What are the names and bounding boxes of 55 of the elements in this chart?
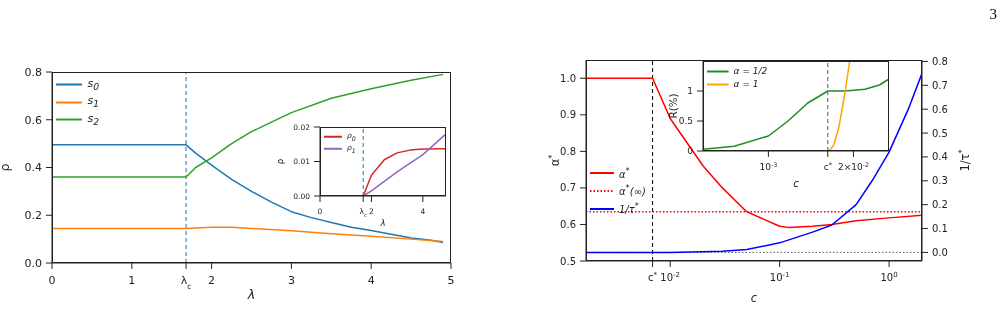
- x-tick-label: 10$^{-2}$: [660, 271, 681, 283]
- x-tick-label: 2×10$^{-2}$: [837, 160, 869, 172]
- x-tick-label: 4: [367, 274, 375, 287]
- y-tick-label: 0.2: [24, 209, 42, 223]
- x-tick-label: 0: [48, 274, 56, 287]
- x-tick-label: 2: [208, 274, 216, 287]
- y2-tick-label: 0.0: [932, 246, 948, 258]
- x-axis-title: c: [750, 291, 758, 305]
- y-axis-title: R(%): [666, 93, 679, 119]
- y-tick-label: 0: [687, 146, 694, 157]
- line-series: [52, 226, 444, 243]
- text: 3: [989, 6, 997, 23]
- y-tick-label: 0.7: [560, 182, 576, 194]
- y2-tick-label: 0.7: [932, 79, 948, 91]
- y2-tick-label: 0.2: [932, 199, 948, 211]
- x-tick-label: λ$_{c}$: [180, 274, 192, 291]
- y-tick-label: 0.8: [560, 145, 576, 157]
- legend-label: α = 1/2: [733, 65, 768, 78]
- x-axis-title: c: [793, 177, 800, 189]
- x-tick-label: 10$^{-3}$: [759, 160, 778, 172]
- y2-tick-label: 0.3: [932, 175, 948, 187]
- y-tick-label: 0.5: [678, 116, 693, 127]
- y-tick-label: 0.5: [560, 255, 576, 267]
- y2-tick-label: 0.1: [932, 223, 948, 235]
- y-tick-label: 0.4: [24, 161, 42, 175]
- x-tick-label: c$^{*}$: [648, 271, 658, 283]
- legend-label: α$^{*}$: [619, 164, 630, 182]
- x-tick-label: c$^{*}$: [823, 160, 832, 172]
- y-tick-label: 0.6: [24, 113, 42, 127]
- y2-tick-label: 0.8: [932, 55, 948, 67]
- x-axis-title: λ: [379, 218, 386, 228]
- legend-label: 1/τ$^{*}$: [619, 200, 639, 218]
- x-tick-label: 5: [447, 274, 455, 287]
- y-axis-title: ρ: [275, 158, 285, 165]
- y-axis-title: ρ: [0, 163, 12, 172]
- line-series: [52, 73, 444, 178]
- legend-label: s$_{0}$: [87, 76, 99, 94]
- y-tick-label: 1.0: [560, 72, 576, 84]
- y2-tick-label: 0.6: [932, 103, 948, 115]
- y-tick-label: 0.6: [560, 218, 576, 230]
- y-tick-label: 0.8: [24, 65, 42, 79]
- y-tick-label: 0.9: [560, 109, 576, 121]
- x-axis-title: λ: [246, 287, 256, 302]
- x-tick-label: 10$^{0}$: [880, 271, 898, 283]
- x-tick-label: 1: [128, 274, 136, 287]
- y2-tick-label: 0.4: [932, 151, 948, 163]
- x-tick-label: 10$^{-1}$: [769, 271, 790, 283]
- y2-tick-label: 0.5: [932, 127, 948, 139]
- x-tick-label: 3: [287, 274, 295, 287]
- legend-label: α$^{*}$(∞): [619, 182, 646, 200]
- legend-label: s$_{1}$: [87, 93, 99, 111]
- legend-label: α = 1: [733, 78, 759, 92]
- y-tick-label: 0.0: [24, 256, 42, 270]
- y-tick-label: 1: [687, 86, 693, 97]
- legend-label: s$_{2}$: [87, 110, 99, 129]
